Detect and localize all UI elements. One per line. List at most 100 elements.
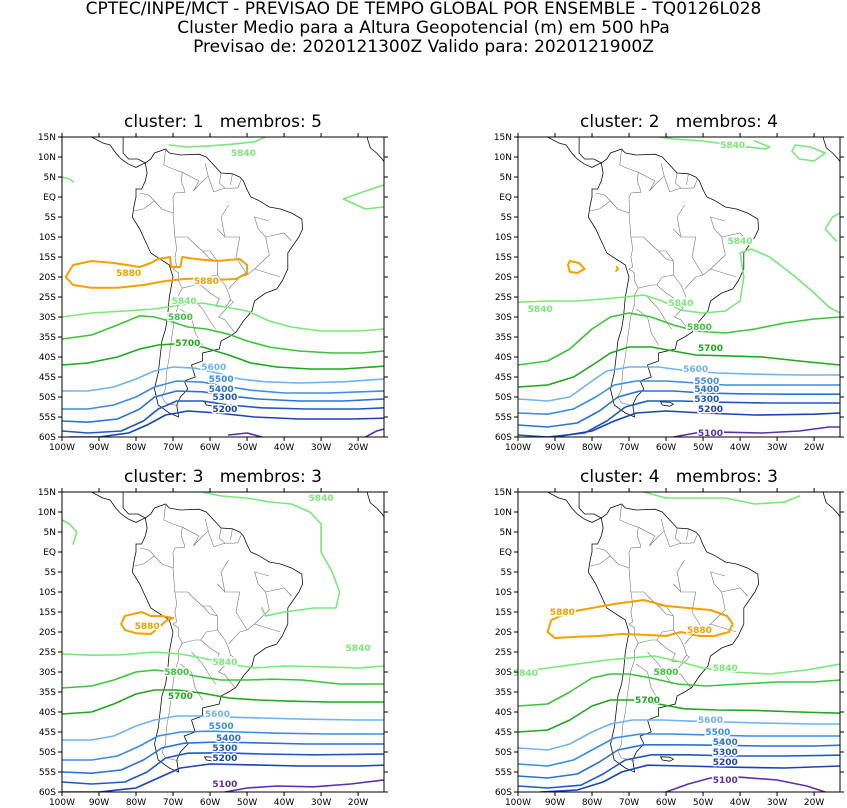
lat-tick-label: 55S — [495, 413, 512, 423]
lon-tick-label: 20W — [804, 798, 824, 808]
contour-label: 5200 — [713, 758, 738, 768]
contour-5500 — [62, 380, 384, 410]
contour-5600 — [518, 719, 840, 751]
lon-tick-label: 30W — [311, 798, 331, 808]
contour-label: 5100 — [212, 780, 237, 790]
lat-tick-label: 15N — [494, 133, 512, 143]
map-frame — [61, 136, 385, 438]
lon-tick-label: 50W — [693, 443, 713, 453]
lat-tick-label: 5S — [501, 213, 513, 223]
lat-tick-label: 45S — [39, 373, 56, 383]
lon-tick-label: 90W — [545, 443, 565, 453]
lat-tick-label: 60S — [39, 433, 56, 443]
lon-tick-label: 80W — [582, 443, 602, 453]
contour-5880 — [567, 260, 586, 274]
cluster-number: 4 — [648, 467, 660, 487]
lon-tick-label: 80W — [582, 798, 602, 808]
geopotential-contours — [518, 137, 840, 437]
contour-5100 — [672, 426, 840, 437]
contour-5400 — [62, 741, 384, 774]
contour-label: 5400 — [694, 385, 719, 395]
lon-tick-label: 60W — [656, 443, 676, 453]
lat-tick-label: 5N — [500, 528, 512, 538]
lat-tick-label: 45S — [39, 728, 56, 738]
lon-tick-label: 20W — [348, 798, 368, 808]
contour-label: 5500 — [705, 728, 730, 738]
contour-5800 — [518, 312, 840, 366]
map-area — [518, 137, 840, 437]
contour-label: 5840 — [720, 141, 745, 151]
lon-tick-label: 20W — [804, 443, 824, 453]
map-plot: 5840 5880 5880 5840 5800 5700 5600 550054005300… — [38, 133, 388, 453]
lat-tick-label: 5N — [44, 528, 56, 538]
panel-title: cluster: 4 membros: 3 — [518, 468, 840, 486]
lon-tick-label: 100W — [49, 798, 75, 808]
country-borders — [590, 148, 748, 407]
contour-5100 — [227, 432, 263, 437]
lat-tick-label: 30S — [495, 313, 512, 323]
lat-tick-label: 15S — [495, 253, 512, 263]
contour-5400 — [62, 390, 384, 423]
contour-label: 5800 — [164, 668, 189, 678]
contour-label: 5700 — [168, 692, 193, 702]
lon-tick-label: 70W — [163, 443, 183, 453]
lat-tick-label: 40S — [39, 353, 56, 363]
lat-tick-label: 20S — [39, 628, 56, 638]
lat-tick-label: 10N — [494, 508, 512, 518]
map-area — [62, 137, 384, 437]
lat-tick-label: 50S — [39, 748, 56, 758]
lat-tick-label: 35S — [39, 333, 56, 343]
contour-5500 — [62, 730, 384, 761]
lat-tick-label: 5S — [501, 568, 513, 578]
cluster-label: cluster: — [580, 112, 644, 132]
contour-5600 — [62, 715, 384, 741]
subtitle: Cluster Medio para a Altura Geopotencial… — [177, 18, 670, 38]
lat-tick-label: 10N — [38, 153, 56, 163]
contour-label: 5400 — [216, 734, 241, 744]
lon-tick-label: 100W — [505, 443, 531, 453]
lat-tick-label: 5S — [45, 213, 57, 223]
lat-tick-label: 35S — [495, 333, 512, 343]
lon-tick-label: 70W — [163, 798, 183, 808]
contour-5880 — [615, 266, 619, 272]
contour-label: 5840 — [513, 669, 538, 679]
lat-tick-label: 60S — [495, 788, 512, 798]
contour-5700 — [518, 699, 840, 733]
map-frame — [61, 491, 385, 793]
lat-tick-label: 20S — [495, 628, 512, 638]
lat-tick-label: 25S — [39, 648, 56, 658]
contour-5800 — [62, 315, 384, 354]
contour-5300 — [62, 400, 384, 434]
contour-label: 5840 — [309, 494, 334, 504]
contour-5200 — [68, 410, 384, 437]
lat-tick-label: 40S — [39, 708, 56, 718]
lat-tick-label: 55S — [495, 768, 512, 778]
contour-label: 5300 — [694, 395, 719, 405]
lat-tick-label: 30S — [39, 668, 56, 678]
lat-tick-label: 15N — [38, 488, 56, 498]
contour-5300 — [518, 754, 840, 789]
lon-tick-label: 70W — [619, 798, 639, 808]
lat-tick-label: 10S — [495, 588, 512, 598]
lon-tick-label: 80W — [126, 798, 146, 808]
contour-label: 5500 — [694, 377, 719, 387]
contour-5200 — [554, 410, 840, 437]
contour-5400 — [518, 390, 840, 428]
map-plot: 5880 5880 5840 5840 5800 5700 5600 550054005300… — [494, 488, 844, 808]
lon-tick-label: 100W — [505, 798, 531, 808]
lat-tick-label: 55S — [39, 768, 56, 778]
contour-5880 — [64, 256, 249, 289]
lon-tick-label: 60W — [656, 798, 676, 808]
contour-5840 — [518, 248, 840, 314]
contour-5100 — [224, 779, 384, 792]
map-plot: 5840 5840 5840 5840 5800 5700 5600 550054005300… — [494, 133, 844, 453]
cluster-number: 2 — [648, 112, 660, 132]
lat-tick-label: EQ — [43, 193, 56, 203]
panel-title: cluster: 1 membros: 5 — [62, 113, 384, 131]
lon-tick-label: 30W — [767, 443, 787, 453]
cluster-panel-3: cluster: 3 membros: 3 5840 5880 5840 5840 58… — [0, 468, 420, 808]
contour-label: 5840 — [528, 305, 553, 315]
lon-tick-label: 40W — [274, 798, 294, 808]
lat-tick-label: 15N — [38, 133, 56, 143]
contour-5200 — [62, 763, 384, 792]
